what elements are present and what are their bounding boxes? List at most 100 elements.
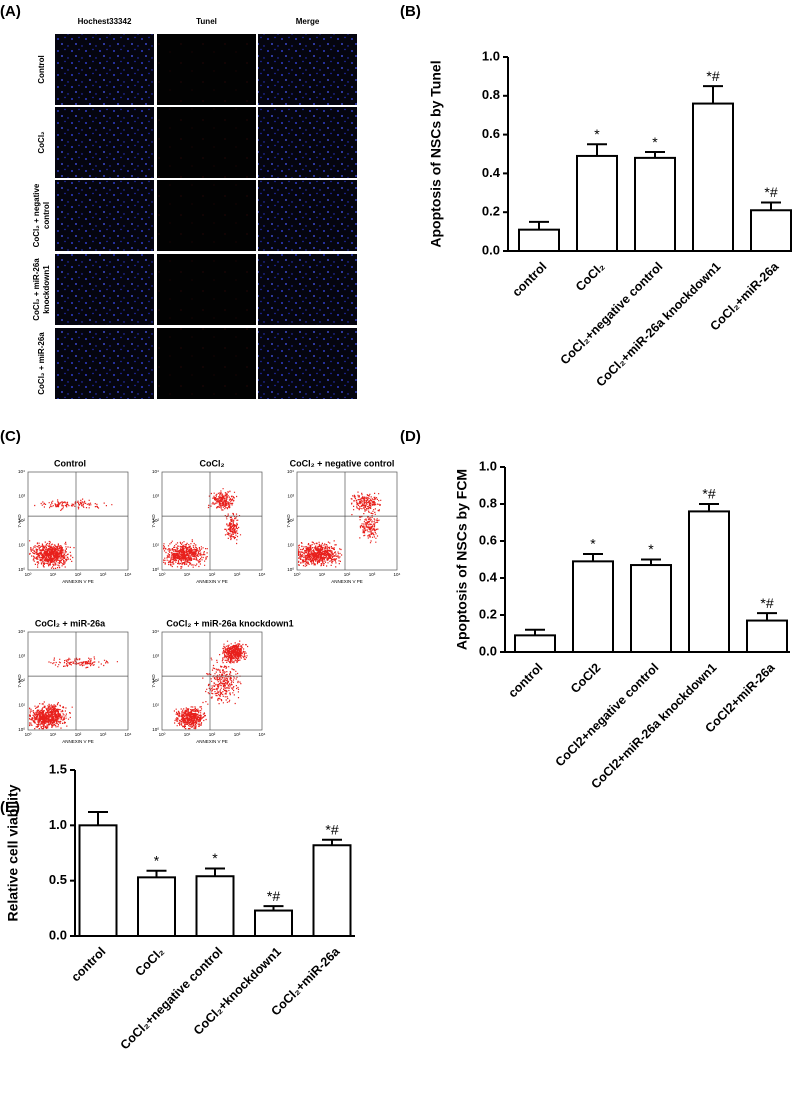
- bar: [746, 619, 788, 653]
- y-axis-label: 7-AAD: [286, 514, 291, 528]
- micrograph: [55, 107, 154, 178]
- y-tick-label: 0.2: [482, 204, 500, 219]
- y-axis-title: Apoptosis of NSCs by FCM: [454, 469, 470, 650]
- y-axis-label: 7-AAD: [17, 514, 22, 528]
- bar: [254, 909, 293, 938]
- scatter-dots: [298, 491, 382, 568]
- x-tick-label: CoCl2+miR-26a knockdown1: [588, 661, 719, 792]
- plot-frame: [27, 471, 129, 571]
- row-label: knockdown1: [42, 265, 51, 314]
- x-tick-label: 10¹: [50, 572, 57, 577]
- x-tick-label: control: [510, 260, 550, 300]
- x-tick-label: CoCl2: [568, 661, 603, 696]
- plot-title: CoCl₂: [200, 458, 225, 468]
- x-tick-label: 10²: [75, 732, 82, 737]
- y-tick-label: 10⁰: [18, 727, 25, 732]
- x-axis-label: ANNEXIN V PE: [196, 579, 228, 584]
- x-tick-label: 10³: [100, 732, 107, 737]
- micrograph: [55, 254, 154, 325]
- x-tick-label: control: [69, 945, 109, 985]
- bar: [634, 156, 676, 253]
- plot-frame: [27, 631, 129, 731]
- y-tick-label: 10²: [18, 518, 25, 523]
- significance-mark: *: [590, 536, 596, 552]
- x-tick-label: 10³: [234, 732, 241, 737]
- x-tick-label: 10⁴: [259, 572, 266, 577]
- y-tick-label: 10⁰: [18, 567, 25, 572]
- significance-mark: *: [212, 850, 218, 866]
- x-axis-label: ANNEXIN V PE: [62, 739, 94, 744]
- y-tick-label: 0.4: [482, 165, 501, 180]
- x-tick-label: 10⁰: [159, 572, 166, 577]
- significance-mark: *#: [702, 486, 715, 502]
- micrograph: [157, 328, 256, 399]
- scatter-dots: [29, 656, 118, 730]
- y-tick-label: 0.2: [479, 606, 497, 621]
- row-label: CoCl₂ + miR-26a: [32, 258, 41, 321]
- y-tick-label: 10¹: [152, 543, 159, 548]
- micrograph: [55, 34, 154, 105]
- y-tick-label: 10⁴: [152, 469, 159, 474]
- y-tick-label: 10⁴: [18, 629, 25, 634]
- y-tick-label: 10³: [152, 494, 159, 499]
- bar: [195, 875, 235, 937]
- y-tick-label: 10²: [152, 678, 159, 683]
- y-tick-label: 10²: [152, 518, 159, 523]
- y-tick-label: 10²: [18, 678, 25, 683]
- y-tick-label: 1.0: [482, 48, 500, 63]
- y-tick-label: 0.6: [479, 532, 497, 547]
- plot-title: CoCl₂ + miR-26a knockdown1: [166, 618, 293, 628]
- y-tick-label: 0.0: [482, 242, 500, 257]
- x-tick-label: CoCl₂: [133, 945, 167, 979]
- x-tick-label: 10¹: [50, 732, 57, 737]
- micrograph: [157, 34, 256, 105]
- y-tick-label: 10⁴: [18, 469, 25, 474]
- panel-label: (B): [400, 3, 421, 20]
- y-tick-label: 1.5: [49, 761, 67, 776]
- y-tick-label: 10³: [18, 654, 25, 659]
- x-axis-label: ANNEXIN V PE: [196, 739, 228, 744]
- x-axis-label: ANNEXIN V PE: [331, 579, 363, 584]
- y-tick-label: 0.6: [482, 126, 500, 141]
- micrograph: [55, 180, 154, 251]
- micrograph: [55, 328, 154, 399]
- x-tick-label: 10³: [369, 572, 376, 577]
- panel-label: (E): [0, 799, 20, 816]
- x-tick-label: 10²: [209, 732, 216, 737]
- y-tick-label: 10⁴: [287, 469, 294, 474]
- plot-frame: [161, 631, 263, 731]
- scatter-dots: [163, 488, 242, 569]
- y-tick-label: 10³: [287, 494, 294, 499]
- micrograph: [258, 107, 357, 178]
- y-tick-label: 0.8: [479, 495, 497, 510]
- plot-frame: [161, 471, 263, 571]
- bar: [572, 560, 614, 653]
- bar: [576, 154, 618, 252]
- plot-frame: [296, 471, 398, 571]
- x-tick-label: 10³: [100, 572, 107, 577]
- significance-mark: *#: [764, 184, 777, 200]
- y-tick-label: 10¹: [18, 703, 25, 708]
- x-tick-label: 10⁰: [294, 572, 301, 577]
- bar: [688, 510, 730, 653]
- scatter-dots: [29, 498, 113, 570]
- significance-mark: *#: [760, 595, 773, 611]
- y-axis-title: Relative cell viability: [5, 784, 21, 921]
- row-label: Control: [37, 55, 46, 83]
- x-tick-label: 10¹: [184, 572, 191, 577]
- y-tick-label: 0.4: [479, 569, 498, 584]
- y-axis-label: 7-AAD: [17, 674, 22, 688]
- x-tick-label: 10³: [234, 572, 241, 577]
- y-tick-label: 10⁰: [287, 567, 294, 572]
- bar: [750, 209, 792, 252]
- plot-title: CoCl₂ + miR-26a: [35, 618, 106, 628]
- row-label: CoCl₂ + negative: [32, 183, 41, 247]
- y-axis-title: Apoptosis of NSCs by Tunel: [428, 60, 444, 247]
- bar: [312, 844, 352, 938]
- x-axis-label: ANNEXIN V PE: [62, 579, 94, 584]
- y-tick-label: 0.8: [482, 87, 500, 102]
- y-tick-label: 1.0: [49, 817, 67, 832]
- x-tick-label: 10²: [209, 572, 216, 577]
- row-label: CoCl₂: [37, 131, 46, 154]
